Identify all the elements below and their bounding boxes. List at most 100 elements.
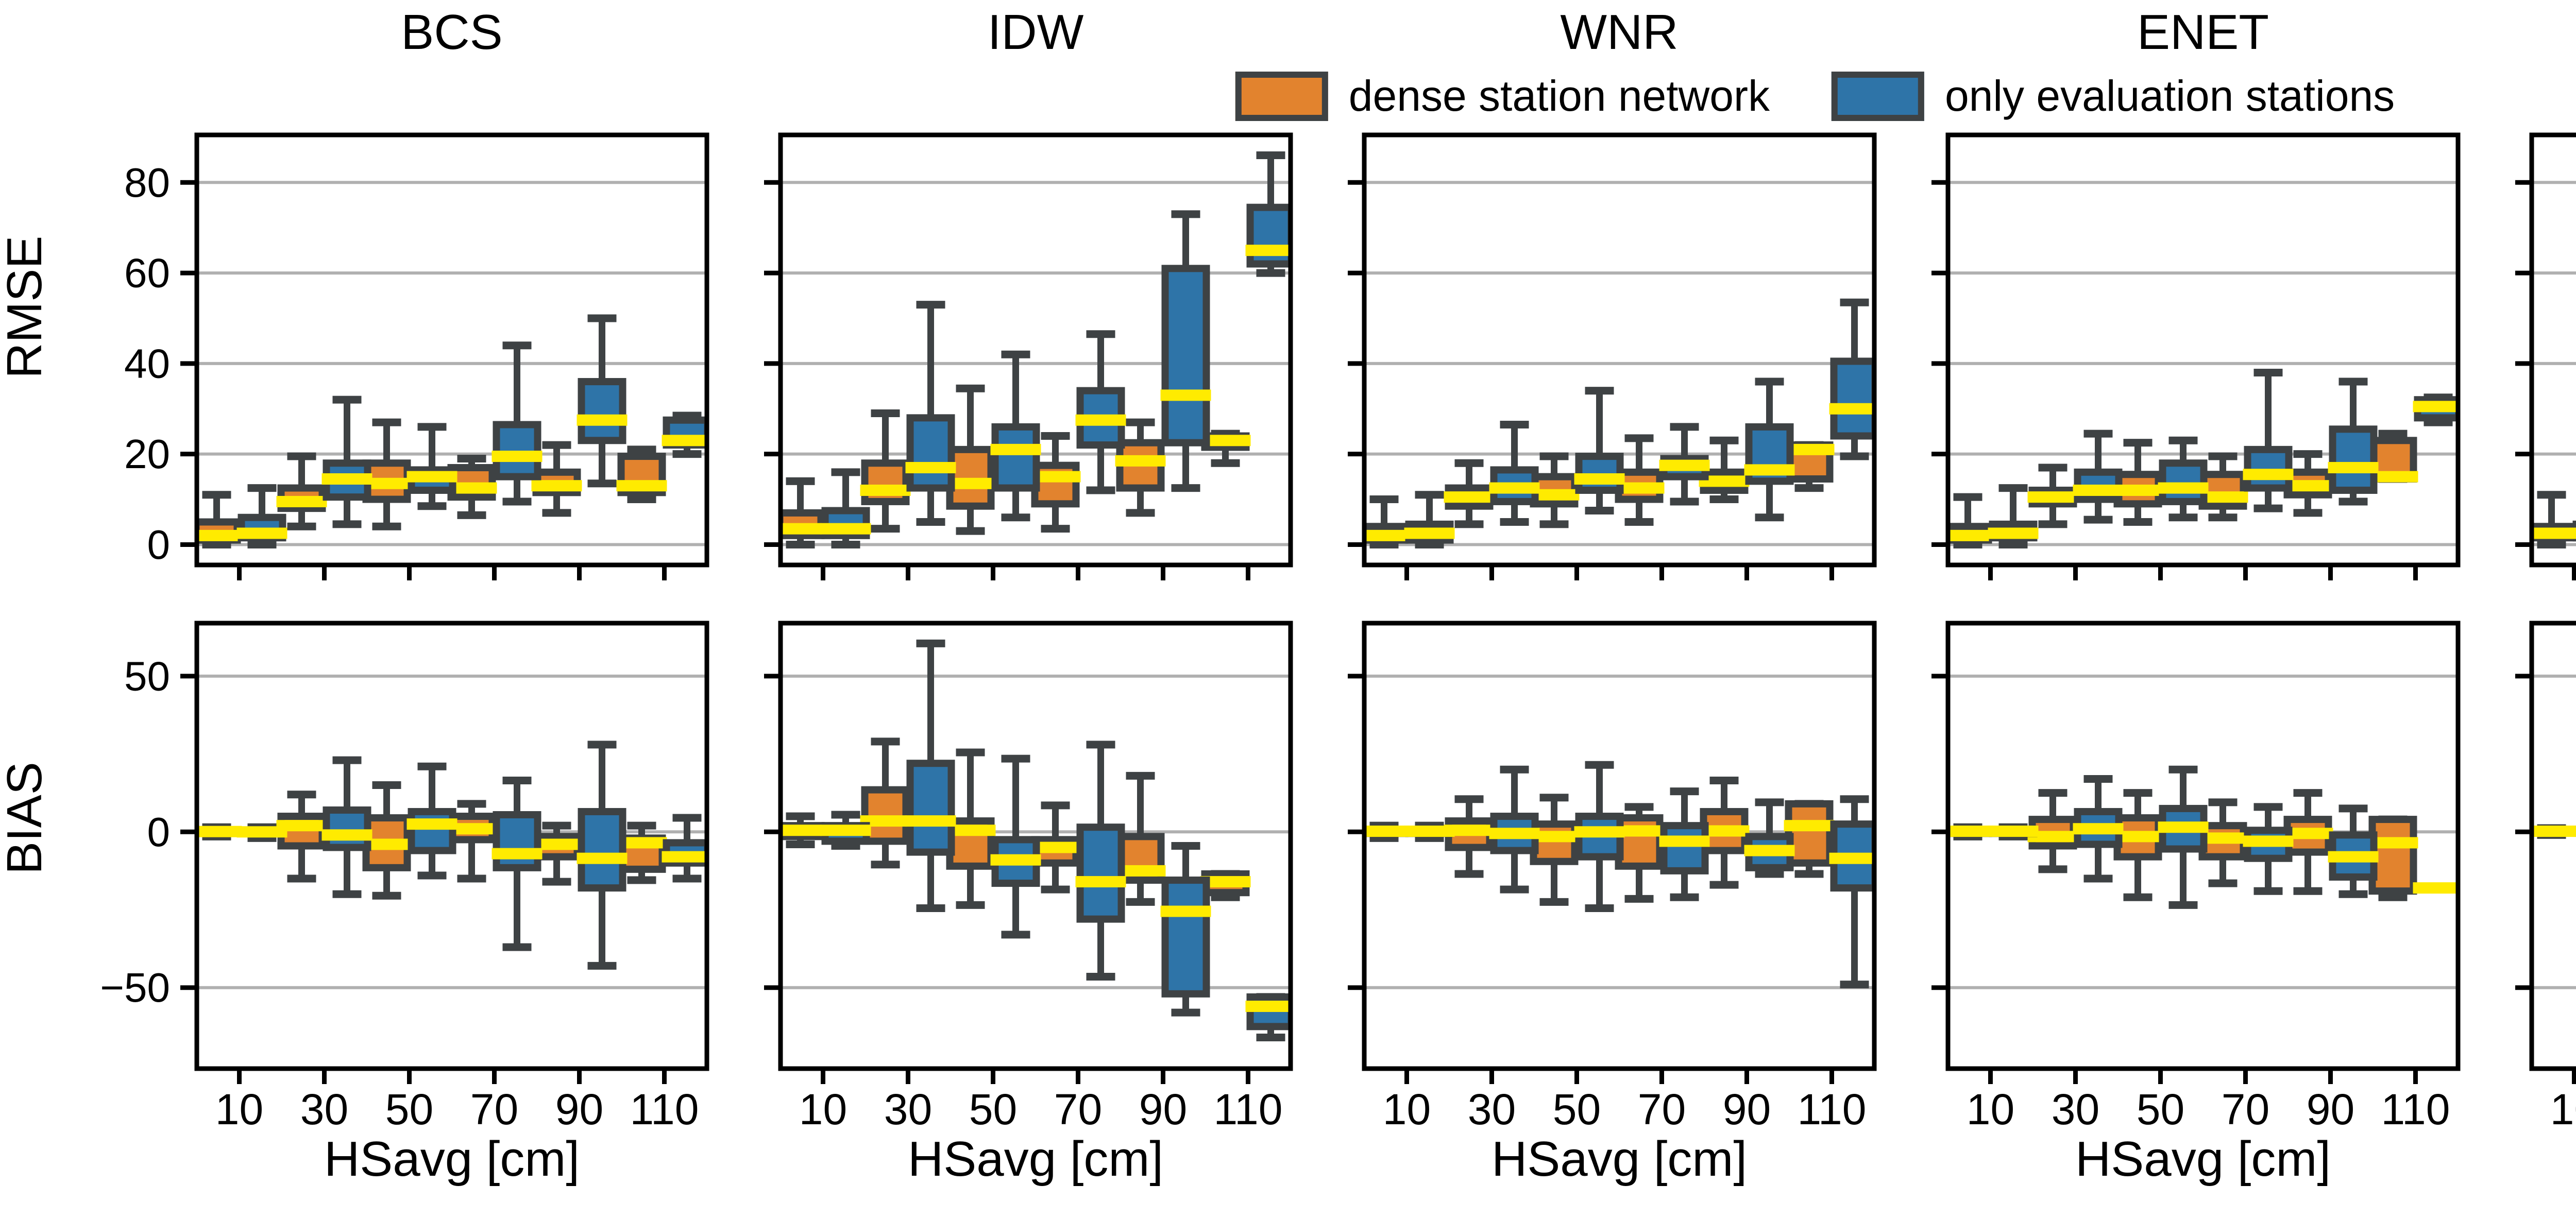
box-IDW-RMSE-50-eval <box>990 350 1041 522</box>
box-ENET-RMSE-90-dense <box>2282 450 2333 517</box>
svg-text:50: 50 <box>2137 1085 2184 1134</box>
box-IDW-RMSE-30-dense <box>860 409 911 533</box>
svg-text:110: 110 <box>2381 1085 2450 1134</box>
legend-label-eval: only evaluation stations <box>1944 72 2395 120</box>
box-BCS-BIAS-30-eval <box>321 756 372 898</box>
box-BCS-BIAS-110-eval <box>662 814 707 883</box>
box-WNR-RMSE-110-dense <box>1784 441 1835 492</box>
legend-item-eval: only evaluation stations <box>1831 71 2395 121</box>
svg-text:70: 70 <box>470 1085 518 1134</box>
box-WNR-BIAS-110-eval <box>1829 795 1874 989</box>
box-BCS-RMSE-110-eval <box>662 411 707 458</box>
box-WNR-RMSE-50-eval <box>1574 387 1625 515</box>
box-WNR-RMSE-70-eval <box>1659 423 1710 506</box>
box-WNR-RMSE-110-eval <box>1829 298 1874 460</box>
box-WNR-BIAS-90-dense <box>1699 776 1750 889</box>
svg-text:30: 30 <box>884 1085 932 1134</box>
legend-label-dense: dense station network <box>1348 72 1770 120</box>
panel-bcs-rmse: 0 20 40 60 80 <box>124 132 709 580</box>
box-RF-RMSE-10-eval <box>2571 520 2576 542</box>
box-IDW-RMSE-70-eval <box>1075 330 1126 494</box>
box-RF-BIAS-10-eval <box>2571 826 2576 837</box>
box-WNR-BIAS-50-eval <box>1574 761 1625 912</box>
svg-text:10: 10 <box>2550 1085 2576 1134</box>
box-ENET-RMSE-10-dense <box>1948 493 1993 548</box>
svg-text:10: 10 <box>1967 1085 2014 1134</box>
box-BCS-BIAS-30-dense <box>276 791 327 883</box>
box-ENET-RMSE-90-eval <box>2328 377 2379 506</box>
x-axis-label-wnr: HSavg [cm] <box>1491 1131 1748 1187</box>
box-IDW-RMSE-110-eval <box>1245 151 1291 277</box>
svg-text:50: 50 <box>385 1085 433 1134</box>
box-BCS-RMSE-90-eval <box>577 314 628 488</box>
box-BCS-RMSE-10-dense <box>197 491 242 548</box>
svg-text:90: 90 <box>555 1085 603 1134</box>
box-IDW-RMSE-50-dense <box>945 384 996 535</box>
svg-text:110: 110 <box>1798 1085 1867 1134</box>
panel-enet-bias: 10 30 50 70 90 110 <box>1931 621 2461 1134</box>
column-title-rf: RF <box>2532 4 2576 66</box>
box-BCS-RMSE-10-eval <box>236 484 287 548</box>
legend-item-dense: dense station network <box>1235 71 1770 121</box>
legend: dense station network only evaluation st… <box>1235 71 2395 121</box>
svg-text:0: 0 <box>147 522 171 568</box>
box-WNR-RMSE-90-dense <box>1699 436 1750 504</box>
box-BCS-BIAS-50-eval <box>406 762 457 880</box>
box-IDW-BIAS-110-eval <box>1245 993 1291 1042</box>
box-WNR-BIAS-70-eval <box>1659 787 1710 901</box>
svg-text:10: 10 <box>215 1085 263 1134</box>
box-BCS-RMSE-30-dense <box>276 452 327 530</box>
box-IDW-BIAS-50-dense <box>945 748 996 909</box>
svg-text:70: 70 <box>1638 1085 1686 1134</box>
box-IDW-RMSE-90-eval <box>1160 210 1211 492</box>
box-IDW-BIAS-10-eval <box>820 811 871 850</box>
y-axis-row-label-rmse: RMSE <box>0 235 52 379</box>
box-ENET-BIAS-10-dense <box>1948 823 1993 840</box>
box-IDW-BIAS-30-dense <box>860 737 911 869</box>
box-BCS-BIAS-110-dense <box>616 821 667 884</box>
x-axis-label-idw: HSavg [cm] <box>907 1131 1164 1187</box>
column-title-wnr: WNR <box>1560 5 1679 60</box>
box-IDW-RMSE-110-dense <box>1200 430 1251 467</box>
box-WNR-BIAS-30-eval <box>1489 765 1540 894</box>
box-IDW-RMSE-30-eval <box>905 301 956 526</box>
box-IDW-RMSE-10-eval <box>820 468 871 548</box>
box-IDW-BIAS-70-eval <box>1075 741 1126 981</box>
box-ENET-BIAS-90-eval <box>2328 804 2379 898</box>
box-WNR-RMSE-30-eval <box>1489 421 1540 526</box>
svg-text:110: 110 <box>1214 1085 1283 1134</box>
svg-text:70: 70 <box>1054 1085 1102 1134</box>
box-ENET-RMSE-50-eval <box>2158 436 2209 522</box>
box-RF-RMSE-10-dense <box>2532 491 2576 548</box>
evaluation-stations-swatch-icon <box>1831 71 1924 121</box>
box-ENET-BIAS-110-eval <box>2413 882 2458 894</box>
box-IDW-BIAS-90-dense <box>1115 771 1166 906</box>
box-WNR-BIAS-90-eval <box>1744 798 1795 878</box>
box-BCS-BIAS-70-eval <box>492 776 543 951</box>
box-BCS-RMSE-70-eval <box>492 341 543 506</box>
svg-text:30: 30 <box>2052 1085 2099 1134</box>
box-BCS-BIAS-70-dense <box>446 800 497 883</box>
box-WNR-RMSE-10-eval <box>1404 491 1455 548</box>
box-ENET-RMSE-70-dense <box>2197 452 2248 522</box>
x-axis-label-bcs: HSavg [cm] <box>324 1131 580 1187</box>
svg-text:−50: −50 <box>100 965 170 1010</box>
box-ENET-RMSE-110-eval <box>2413 393 2458 426</box>
svg-text:10: 10 <box>1383 1085 1431 1134</box>
y-axis-row-label-bias: BIAS <box>0 761 52 874</box>
box-ENET-RMSE-30-dense <box>2027 463 2078 528</box>
svg-text:30: 30 <box>1468 1085 1516 1134</box>
box-IDW-BIAS-30-eval <box>905 639 956 912</box>
column-title-enet: ENET <box>2137 5 2269 60</box>
svg-text:30: 30 <box>300 1085 348 1134</box>
box-ENET-BIAS-30-eval <box>2073 775 2124 883</box>
svg-text:60: 60 <box>124 250 170 296</box>
panel-idw-bias: 10 30 50 70 90 110 <box>764 621 1293 1134</box>
box-BCS-RMSE-110-dense <box>616 445 667 504</box>
box-ENET-RMSE-70-eval <box>2243 368 2294 512</box>
box-IDW-BIAS-50-eval <box>990 754 1041 939</box>
panel-idw-rmse <box>764 132 1293 580</box>
svg-text:70: 70 <box>2222 1085 2269 1134</box>
box-BCS-BIAS-10-eval <box>236 823 287 842</box>
